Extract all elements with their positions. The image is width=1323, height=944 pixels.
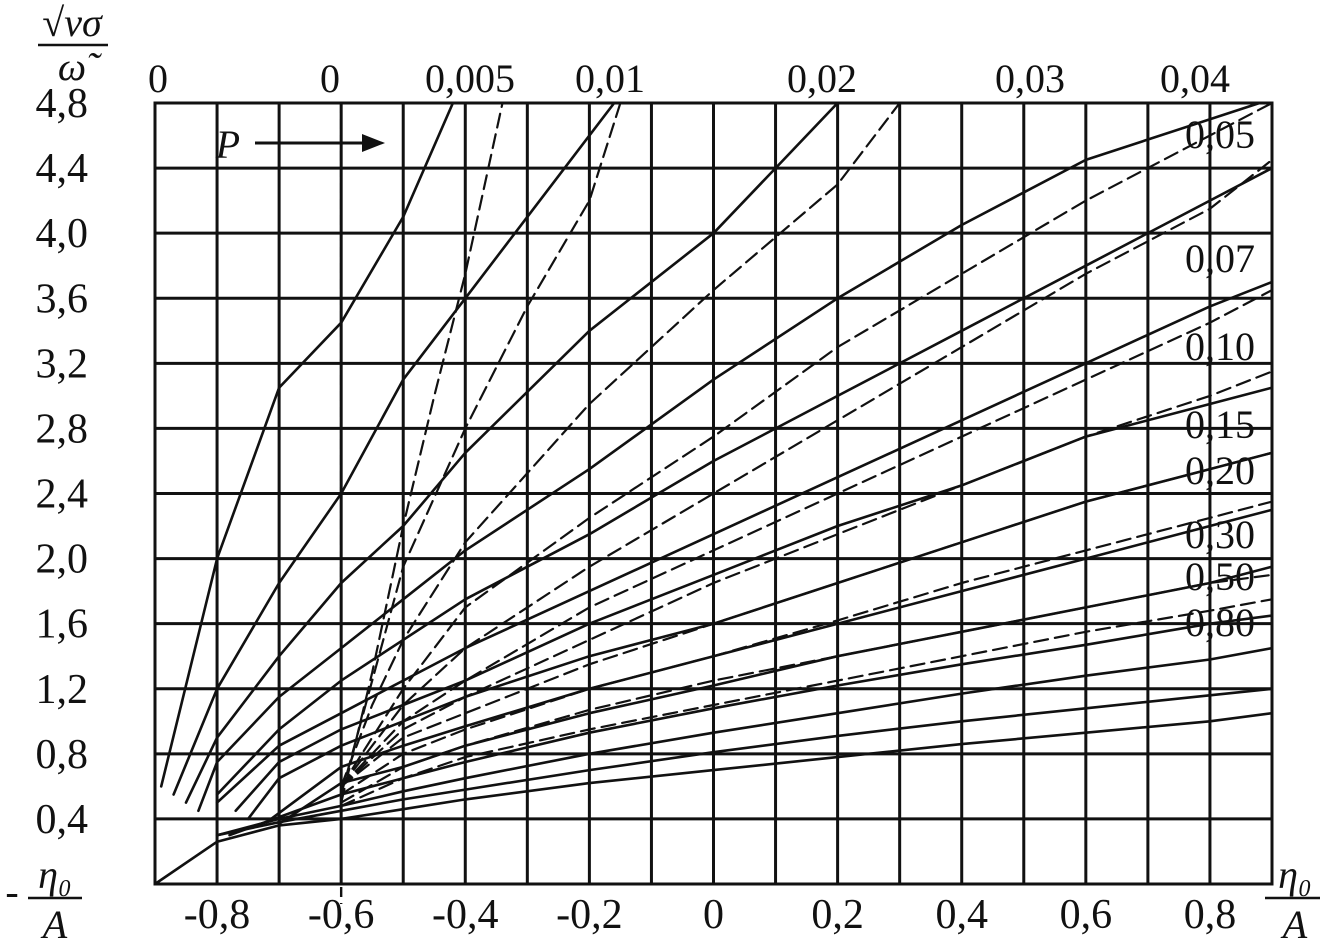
curve-label-right: 0,80 — [1185, 600, 1255, 645]
curve-label-top: 0 — [320, 56, 340, 101]
y-tick-label: 3,6 — [36, 276, 89, 322]
y-tick-label: 4,0 — [36, 211, 89, 257]
curve-label-right: 0,20 — [1185, 448, 1255, 493]
curve-label-top: 0,03 — [995, 56, 1065, 101]
series-line-4 — [184, 101, 839, 804]
series-line-12 — [234, 386, 1274, 813]
x-axis-left-label-bottom: A — [40, 902, 68, 944]
series-group — [153, 101, 1274, 886]
series-line-17 — [340, 500, 1274, 796]
series-line-19 — [340, 573, 1274, 804]
x-tick-label: -0,2 — [556, 892, 623, 938]
series-line-21 — [340, 598, 1274, 807]
y-tick-label: 2,0 — [36, 537, 89, 583]
marker-arrow-head — [362, 134, 385, 152]
series-line-10 — [215, 280, 1274, 804]
series-line-6 — [197, 101, 1261, 813]
x-tick-label: -0,8 — [184, 892, 251, 938]
marker-p: P — [215, 103, 385, 904]
y-tick-label: 3,2 — [36, 341, 89, 387]
series-line-5 — [340, 101, 901, 788]
x-tick-label: -0,6 — [308, 892, 375, 938]
y-tick-label: 4,8 — [36, 81, 89, 127]
curve-label-right: 0,15 — [1185, 402, 1255, 447]
series-line-20 — [228, 614, 1274, 837]
x-tick-label: 0,6 — [1060, 892, 1113, 938]
series-line-22 — [215, 646, 1274, 837]
y-tick-label: 0,8 — [36, 732, 89, 778]
x-axis-left-sign: - — [5, 869, 18, 914]
y-tick-label: 2,4 — [36, 472, 89, 518]
y-tick-label: 4,4 — [36, 146, 89, 192]
x-axis-label-top: η₀ — [1278, 852, 1312, 897]
x-tick-label: 0,8 — [1184, 892, 1237, 938]
x-tick-label: 0 — [703, 892, 724, 938]
series-line-24 — [153, 711, 1274, 886]
series-line-3 — [340, 101, 622, 796]
series-line-7 — [340, 101, 1274, 788]
plot-frame — [153, 101, 1274, 886]
grid — [153, 101, 1274, 884]
labels-group: -0,8 -0,6 -0,4 -0,2 0 0,2 0,4 0,6 0,80,40,81,21,… — [5, 0, 1320, 944]
marker-label: P — [215, 122, 240, 167]
y-tick-label: 1,2 — [36, 667, 89, 713]
y-tick-label: 0,4 — [36, 797, 89, 843]
series-line-15 — [340, 451, 1274, 788]
curve-label-top: 0,01 — [575, 56, 645, 101]
x-tick-label: 0,4 — [935, 892, 988, 938]
x-axis-left-label-top: η₀ — [38, 852, 72, 897]
x-tick-label: 0,2 — [811, 892, 864, 938]
y-tick-label: 2,8 — [36, 406, 89, 452]
curve-label-top: 0,04 — [1160, 56, 1230, 101]
series-line-18 — [277, 565, 1274, 826]
y-axis-label-bottom: ω̃ — [58, 44, 102, 89]
curve-label-right: 0,05 — [1185, 112, 1255, 157]
curve-label-top: 0,005 — [425, 56, 515, 101]
series-line-2 — [172, 101, 616, 796]
curve-label-right: 0,50 — [1185, 554, 1255, 599]
y-axis-label-top: √νσ — [42, 0, 103, 45]
x-axis-label-bottom: A — [1280, 902, 1308, 944]
curve-label-right: 0,30 — [1185, 512, 1255, 557]
series-line-8 — [215, 166, 1274, 796]
series-line-13 — [340, 370, 1274, 788]
y-tick-label: 1,6 — [36, 602, 89, 648]
series-line-11 — [340, 289, 1274, 788]
series-line-0 — [159, 101, 455, 788]
curve-label-top: 0 — [148, 56, 168, 101]
series-line-23 — [215, 687, 1274, 837]
series-line-1 — [340, 101, 504, 804]
curve-label-top: 0,02 — [787, 56, 857, 101]
curve-label-right: 0,10 — [1185, 324, 1255, 369]
curve-label-right: 0,07 — [1185, 236, 1255, 281]
series-line-9 — [340, 158, 1274, 788]
x-tick-label: -0,4 — [432, 892, 499, 938]
